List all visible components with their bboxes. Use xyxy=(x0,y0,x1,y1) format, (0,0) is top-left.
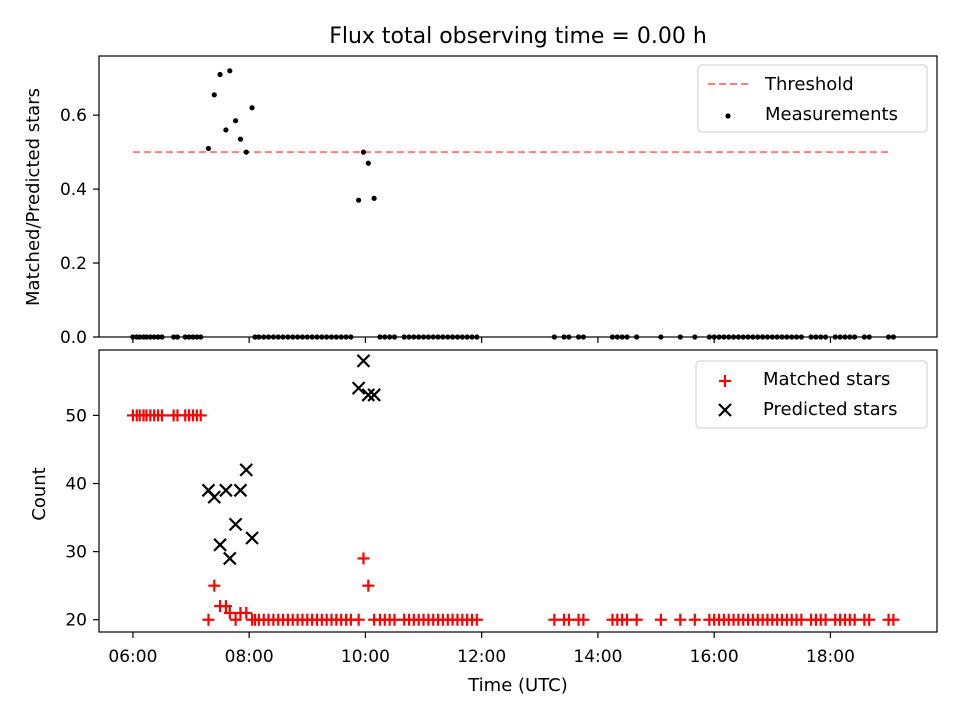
matched-star-point xyxy=(470,613,483,626)
matched-star-point xyxy=(688,613,701,626)
matched-star-point xyxy=(362,579,375,592)
bottom-plot-area xyxy=(126,354,900,626)
measurement-point xyxy=(217,71,223,78)
matched-star-point xyxy=(630,613,643,626)
measurement-point xyxy=(205,145,212,152)
bottom-y-tick-label: 20 xyxy=(65,611,87,631)
measurement-point xyxy=(227,68,233,74)
matched-star-point xyxy=(155,409,168,422)
matched-star-point xyxy=(229,613,242,626)
legend-matched-label: Matched stars xyxy=(763,369,890,390)
predicted-star-point xyxy=(228,517,243,532)
x-tick-label: 18:00 xyxy=(806,647,855,667)
legend-matched-swatch xyxy=(719,375,731,387)
measurement-point xyxy=(232,118,239,124)
measurement-point xyxy=(360,149,367,155)
measurement-point xyxy=(249,105,255,111)
top-y-tick-label: 0.4 xyxy=(60,180,87,200)
bottom-axes-frame xyxy=(98,349,938,633)
bottom-y-axis: 20 30 40 50 xyxy=(65,406,99,631)
bottom-y-tick-label: 40 xyxy=(65,475,87,495)
legend-threshold-label: Threshold xyxy=(764,74,854,95)
predicted-star-point xyxy=(239,463,254,477)
top-axes-frame xyxy=(98,55,938,338)
top-legend-frame xyxy=(697,64,928,133)
matched-star-point xyxy=(352,613,365,626)
legend-measurements-label: Measurements xyxy=(765,104,898,125)
x-tick-label: 14:00 xyxy=(573,647,622,667)
x-axis-label: Time (UTC) xyxy=(467,675,568,696)
top-y-tick-label: 0.6 xyxy=(60,106,87,126)
predicted-star-point xyxy=(213,538,227,552)
top-x-axis xyxy=(132,337,832,343)
legend-predicted-swatch xyxy=(718,403,732,417)
matched-star-point xyxy=(357,552,370,565)
x-tick-label: 12:00 xyxy=(457,647,506,667)
chart-title: Flux total observing time = 0.00 h xyxy=(329,24,707,49)
matched-star-point xyxy=(674,613,687,626)
matched-star-point xyxy=(208,579,221,592)
bottom-y-tick-label: 50 xyxy=(65,406,87,426)
x-tick-label: 06:00 xyxy=(108,647,157,667)
legend-measurements-swatch xyxy=(725,113,731,119)
measurement-point xyxy=(243,149,249,155)
top-legend: Threshold Measurements xyxy=(697,64,928,133)
bottom-panel: 20 30 40 50 06:00 08:00 10:00 12:00 14:00 16:00 1… xyxy=(29,349,938,696)
matched-star-point xyxy=(219,600,232,613)
measurement-point xyxy=(365,160,371,166)
matched-star-point xyxy=(194,409,207,422)
matched-star-point xyxy=(654,613,667,626)
measurement-point xyxy=(237,136,244,142)
measurement-point xyxy=(371,195,377,201)
predicted-star-point xyxy=(219,483,233,498)
x-tick-label: 10:00 xyxy=(341,647,390,667)
matched-star-point xyxy=(863,613,876,626)
predicted-star-point xyxy=(367,388,381,402)
predicted-star-point xyxy=(351,381,366,395)
bottom-y-axis-label: Count xyxy=(29,467,50,520)
top-y-tick-label: 0.0 xyxy=(60,328,87,348)
measurement-point xyxy=(223,127,229,133)
x-tick-label: 16:00 xyxy=(690,647,739,667)
matched-star-point xyxy=(887,613,900,626)
measurement-point xyxy=(356,197,362,203)
legend-predicted-label: Predicted stars xyxy=(763,399,897,420)
top-y-axis: 0.0 0.2 0.4 0.6 xyxy=(60,106,99,348)
bottom-legend: Matched stars Predicted stars xyxy=(695,360,928,429)
bottom-y-tick-label: 30 xyxy=(65,543,87,563)
matched-star-point xyxy=(577,613,590,626)
bottom-legend-frame xyxy=(695,360,928,429)
top-y-axis-label: Matched/Predicted stars xyxy=(23,88,44,306)
matched-star-point xyxy=(240,606,253,619)
predicted-star-point xyxy=(233,483,248,498)
predicted-star-point xyxy=(356,354,371,368)
predicted-star-point xyxy=(207,490,222,504)
measurement-point xyxy=(211,92,217,98)
top-y-tick-label: 0.2 xyxy=(60,254,87,274)
predicted-star-point xyxy=(361,388,376,402)
predicted-star-point xyxy=(223,551,237,566)
matched-star-point xyxy=(223,606,236,619)
bottom-x-axis: 06:00 08:00 10:00 12:00 14:00 16:00 18:00 xyxy=(108,632,855,667)
matched-star-point xyxy=(202,613,215,626)
x-tick-label: 08:00 xyxy=(225,647,274,667)
top-panel: 0.0 0.2 0.4 0.6 Matched/Predicted stars Thr… xyxy=(23,55,938,348)
predicted-star-point xyxy=(245,531,259,545)
